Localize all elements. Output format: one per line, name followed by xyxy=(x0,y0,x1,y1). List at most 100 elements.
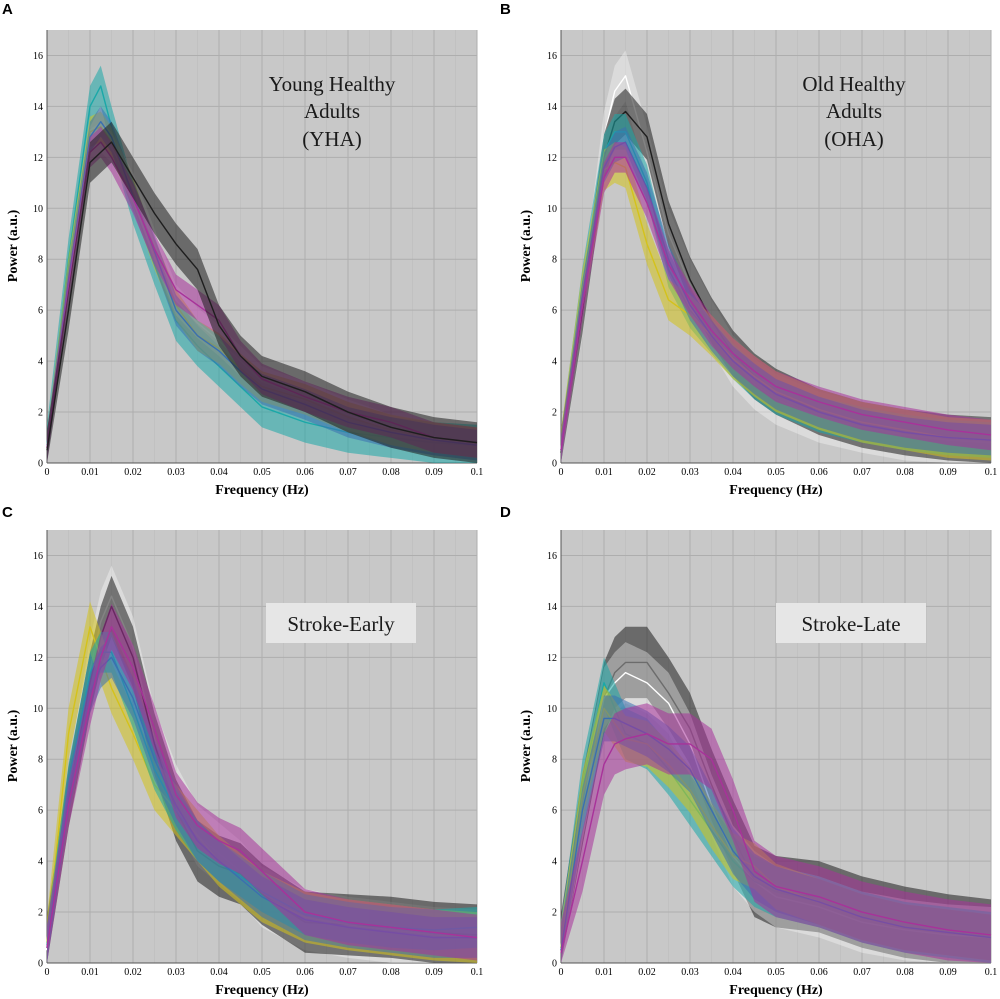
panel-a-y-tick-label: 4 xyxy=(38,357,43,368)
panel-d-x-tick-label: 0.07 xyxy=(853,967,871,978)
panel-a-y-ticks: 0 2 4 6 8 10 12 14 16 xyxy=(33,51,43,470)
panel-a-x-tick-label: 0.08 xyxy=(382,467,400,478)
panel-a-y-tick-label: 16 xyxy=(33,51,43,62)
panel-b-x-tick-label: 0.04 xyxy=(724,467,742,478)
panel-b-y-axis-title: Power (a.u.) xyxy=(519,209,534,282)
panel-c-y-tick-label: 10 xyxy=(33,704,43,715)
panel-b-y-tick-label: 16 xyxy=(547,51,557,62)
panel-d-y-tick-label: 10 xyxy=(547,704,557,715)
panel-a-x-tick-label: 0.06 xyxy=(296,467,314,478)
panel-b-y-tick-label: 4 xyxy=(552,357,557,368)
panel-a-x-tick-label: 0 xyxy=(45,467,50,478)
panel-c-line-magenta xyxy=(46,626,478,948)
panel-b-line-magenta xyxy=(560,156,992,451)
panel-c-x-tick-label: 0.04 xyxy=(210,967,228,978)
panel-b: B 0 0.01 0.02 0.03 0.04 0.05 0.06 0.07 0.08 0.09 0… xyxy=(500,1,997,498)
panel-a-band-black xyxy=(47,121,477,463)
panel-a-y-tick-label: 14 xyxy=(33,102,43,113)
panel-a-x-tick-label: 0.1 xyxy=(471,467,484,478)
panel-d-y-tick-label: 12 xyxy=(547,653,557,664)
panel-d-x-tick-label: 0.1 xyxy=(985,967,998,978)
panel-b-x-tick-label: 0.02 xyxy=(638,467,656,478)
panel-c: C 0 0.01 0.02 0.03 0.04 0.05 0.06 0.07 0.08 0.09 0… xyxy=(2,504,483,998)
panel-c-x-axis-title: Frequency (Hz) xyxy=(215,983,309,998)
panel-a-annotation-line-1: Young Healthy xyxy=(269,72,396,96)
panel-d-x-tick-label: 0 xyxy=(559,967,564,978)
panel-d-y-tick-label: 8 xyxy=(552,755,557,766)
panel-d: D 0 0.01 0.02 0.03 0.04 0.05 0.06 0.07 0.08 0.09 0… xyxy=(500,504,997,998)
panel-b-x-tick-label: 0.07 xyxy=(853,467,871,478)
panel-b-annotation-line-3: (OHA) xyxy=(824,127,883,151)
panel-b-band-magenta xyxy=(561,142,991,463)
panel-c-annotation: Stroke-Early xyxy=(287,612,395,636)
panel-d-y-tick-label: 14 xyxy=(547,602,557,613)
panel-c-y-ticks: 0 2 4 6 8 10 12 14 16 xyxy=(33,551,43,970)
panel-b-x-tick-label: 0.03 xyxy=(681,467,699,478)
panel-b-x-tick-label: 0 xyxy=(559,467,564,478)
panel-c-y-tick-label: 8 xyxy=(38,755,43,766)
panel-c-series-layer xyxy=(46,565,478,963)
panel-a-x-tick-label: 0.07 xyxy=(339,467,357,478)
panel-d-x-tick-label: 0.02 xyxy=(638,967,656,978)
panel-b-x-tick-label: 0.08 xyxy=(896,467,914,478)
panel-a-x-tick-label: 0.03 xyxy=(167,467,185,478)
panel-b-y-ticks: 0 2 4 6 8 10 12 14 16 xyxy=(547,51,557,470)
panel-d-x-tick-label: 0.04 xyxy=(724,967,742,978)
panel-c-band-magenta xyxy=(47,603,477,963)
panel-c-x-tick-label: 0.1 xyxy=(471,967,484,978)
panel-d-y-tick-label: 6 xyxy=(552,806,557,817)
panel-d-letter: D xyxy=(500,504,511,521)
panel-c-x-tick-label: 0.08 xyxy=(382,967,400,978)
panel-c-y-tick-label: 16 xyxy=(33,551,43,562)
panel-a-annotation-line-3: (YHA) xyxy=(302,127,361,151)
panel-a-x-axis-title: Frequency (Hz) xyxy=(215,483,309,498)
panel-d-x-ticks: 0 0.01 0.02 0.03 0.04 0.05 0.06 0.07 0.08 0.09 0.1 xyxy=(559,967,998,978)
panel-d-x-tick-label: 0.03 xyxy=(681,967,699,978)
panel-a-y-tick-label: 8 xyxy=(38,255,43,266)
panel-d-y-axis-title: Power (a.u.) xyxy=(519,709,534,782)
panel-a-x-tick-label: 0.05 xyxy=(253,467,271,478)
panel-b-y-tick-label: 0 xyxy=(552,459,557,470)
panel-b-x-tick-label: 0.01 xyxy=(595,467,613,478)
panel-d-y-tick-label: 16 xyxy=(547,551,557,562)
panel-d-x-tick-label: 0.08 xyxy=(896,967,914,978)
panel-c-x-tick-label: 0.09 xyxy=(425,967,443,978)
panel-c-x-ticks: 0 0.01 0.02 0.03 0.04 0.05 0.06 0.07 0.08 0.09 0.1 xyxy=(45,967,484,978)
panel-b-letter: B xyxy=(500,1,511,18)
panel-a-y-tick-label: 12 xyxy=(33,153,43,164)
panel-b-y-tick-label: 6 xyxy=(552,306,557,317)
panel-d-x-tick-label: 0.01 xyxy=(595,967,613,978)
panel-b-x-tick-label: 0.1 xyxy=(985,467,998,478)
panel-d-line-magenta xyxy=(560,733,992,953)
panel-d-x-tick-label: 0.09 xyxy=(939,967,957,978)
panel-b-x-tick-label: 0.05 xyxy=(767,467,785,478)
panel-c-annotation-box xyxy=(266,603,416,643)
panel-d-annotation: Stroke-Late xyxy=(801,612,900,636)
panel-d-series-layer xyxy=(560,626,992,963)
panel-b-y-tick-label: 12 xyxy=(547,153,557,164)
panel-c-x-tick-label: 0.05 xyxy=(253,967,271,978)
panel-a-y-tick-label: 0 xyxy=(38,459,43,470)
panel-b-annotation-line-1: Old Healthy xyxy=(802,72,906,96)
panel-b-x-tick-label: 0.06 xyxy=(810,467,828,478)
panel-d-y-ticks: 0 2 4 6 8 10 12 14 16 xyxy=(547,551,557,970)
panel-d-x-tick-label: 0.05 xyxy=(767,967,785,978)
panel-a-x-tick-label: 0.02 xyxy=(124,467,142,478)
panel-c-y-tick-label: 4 xyxy=(38,857,43,868)
panel-a-x-tick-label: 0.04 xyxy=(210,467,228,478)
panel-b-x-axis-title: Frequency (Hz) xyxy=(729,483,823,498)
panel-d-annotation-box xyxy=(776,603,926,643)
panel-a-y-axis-title: Power (a.u.) xyxy=(6,209,21,282)
panel-b-y-tick-label: 2 xyxy=(552,408,557,419)
panel-d-x-tick-label: 0.06 xyxy=(810,967,828,978)
panel-c-x-tick-label: 0.02 xyxy=(124,967,142,978)
panel-c-y-tick-label: 0 xyxy=(38,959,43,970)
panel-c-y-tick-label: 12 xyxy=(33,653,43,664)
panel-a-x-tick-label: 0.01 xyxy=(81,467,99,478)
panel-a-x-tick-label: 0.09 xyxy=(425,467,443,478)
panel-a-x-ticks: 0 0.01 0.02 0.03 0.04 0.05 0.06 0.07 0.08 0.09 0.1 xyxy=(45,467,484,478)
panel-d-band-black xyxy=(561,626,991,963)
panel-c-x-tick-label: 0.06 xyxy=(296,967,314,978)
panel-b-x-ticks: 0 0.01 0.02 0.03 0.04 0.05 0.06 0.07 0.08 0.09 0.1 xyxy=(559,467,998,478)
